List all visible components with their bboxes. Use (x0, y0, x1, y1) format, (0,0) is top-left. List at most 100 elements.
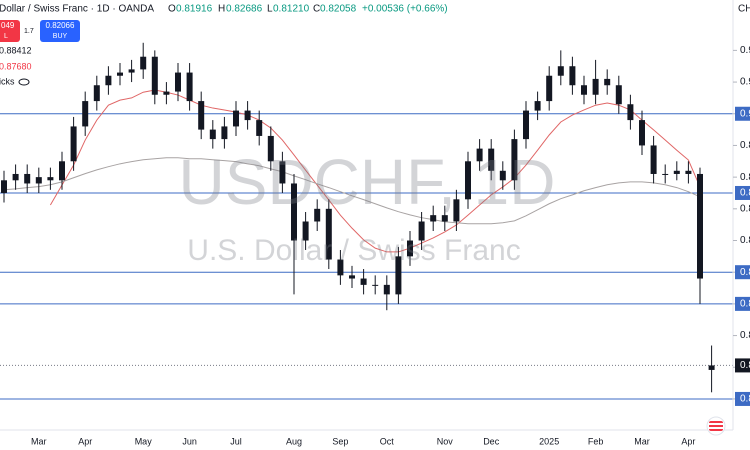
candle-body (372, 284, 379, 286)
last-price-label: 0.82058 (740, 360, 750, 371)
x-tick-label: May (135, 436, 153, 446)
candle-body (604, 78, 611, 86)
candle-body (70, 126, 77, 162)
header: Dollar / Swiss Franc · 1D · OANDA O 0.81… (0, 4, 750, 15)
candle-body (117, 72, 123, 76)
y-tick-label: 0.92 (740, 45, 750, 56)
y-tick-label: 0.86 (740, 235, 750, 246)
low: 0.81210 (273, 4, 310, 15)
info-line: 0.87680 (0, 61, 32, 71)
candle-body (673, 170, 680, 174)
x-tick-label: Aug (286, 436, 302, 446)
candle-body (140, 56, 147, 70)
symbol: Dollar / Swiss Franc · 1D · OANDA (0, 4, 154, 15)
candle-body (349, 275, 355, 279)
watermark-ticker: USDCHF, 1D (179, 146, 556, 218)
currency: CH (738, 4, 750, 15)
candle-body (569, 66, 576, 86)
x-tick-label: Mar (31, 436, 47, 446)
candle-body (662, 173, 669, 175)
candle-body (35, 177, 42, 184)
x-tick-label: Sep (332, 436, 348, 446)
level-label-box (735, 296, 750, 311)
watermark-name: U.S. Dollar / Swiss Franc (187, 234, 520, 267)
candle-body (418, 221, 425, 241)
candle-body (581, 85, 587, 95)
candle-body (511, 139, 518, 181)
candle-body (453, 199, 460, 222)
candle-body (499, 170, 506, 181)
candle-body (244, 110, 251, 121)
plot (0, 42, 733, 400)
candle-body (708, 365, 715, 370)
sell-button[interactable] (0, 20, 20, 42)
candle-body (163, 91, 170, 95)
x-tick-label: Jun (182, 436, 197, 446)
x-tick-label: Feb (588, 436, 604, 446)
y-tick-label: 0.89 (740, 140, 750, 151)
x-tick-label: Jul (230, 436, 242, 446)
candle-body (209, 129, 216, 140)
sell-price: 049 (1, 21, 15, 30)
candle-body (546, 75, 553, 102)
candle-body (233, 110, 239, 127)
x-tick-label: 2025 (539, 436, 559, 446)
candle-body (615, 85, 622, 105)
l-label: L (267, 4, 273, 15)
candle-body (395, 256, 402, 295)
level-label-box (735, 185, 750, 200)
candle-body (1, 180, 7, 193)
candle-body (534, 101, 541, 111)
candle-body (314, 208, 321, 222)
change: +0.00536 (+0.66%) (362, 4, 448, 15)
candle-body (256, 120, 263, 136)
candle-body (650, 145, 657, 174)
x-tick-label: Dec (483, 436, 500, 446)
y-tick-label: 0.88 (740, 172, 750, 183)
candle-body (267, 135, 274, 162)
spread: 1.7 (24, 28, 34, 35)
moving-average (3, 157, 701, 225)
close: 0.82058 (320, 4, 357, 15)
candle-body (383, 284, 390, 295)
h-label: H (218, 4, 225, 15)
candle-body (685, 170, 692, 174)
candle-body (523, 110, 529, 140)
eye-icon[interactable] (18, 78, 30, 86)
candle-body (175, 72, 181, 92)
candle-body (325, 208, 332, 260)
candle-body (279, 161, 286, 184)
o-label: O (168, 4, 176, 15)
candle-body (441, 215, 448, 222)
x-tick-label: Oct (380, 436, 395, 446)
candle-body (82, 101, 89, 127)
price-axis: 0.810.820.830.840.850.860.870.880.890.90… (733, 45, 750, 406)
buy-button[interactable] (40, 20, 80, 42)
y-tick-label: 0.91 (740, 77, 750, 88)
last-price-box (735, 358, 750, 373)
candle-body (24, 173, 31, 184)
candle-body (59, 161, 65, 181)
buy-price: 0.82066 (46, 21, 75, 30)
candle-body (592, 78, 599, 95)
x-tick-label: Apr (78, 436, 92, 446)
candle-body (105, 75, 112, 86)
candle-body (186, 72, 193, 102)
level-label: 0.84 (740, 299, 750, 310)
candle-body (151, 56, 158, 95)
level-label-box (735, 265, 750, 280)
candle-body (430, 215, 437, 222)
candle-body (476, 148, 483, 162)
info-line: icks (0, 76, 15, 86)
open: 0.81916 (176, 4, 213, 15)
candle-body (360, 278, 367, 285)
y-tick-label: 0.87 (740, 203, 750, 214)
level-label: 0.81 (740, 394, 750, 405)
candle-body (465, 161, 471, 200)
moving-average (49, 89, 701, 253)
trade-panel[interactable]: 049 L 1.7 0.82066 BUY 0.88412 0.87680 ic… (0, 20, 80, 86)
x-tick-label: Apr (681, 436, 695, 446)
candle-body (302, 221, 309, 241)
sell-label: L (4, 33, 8, 40)
